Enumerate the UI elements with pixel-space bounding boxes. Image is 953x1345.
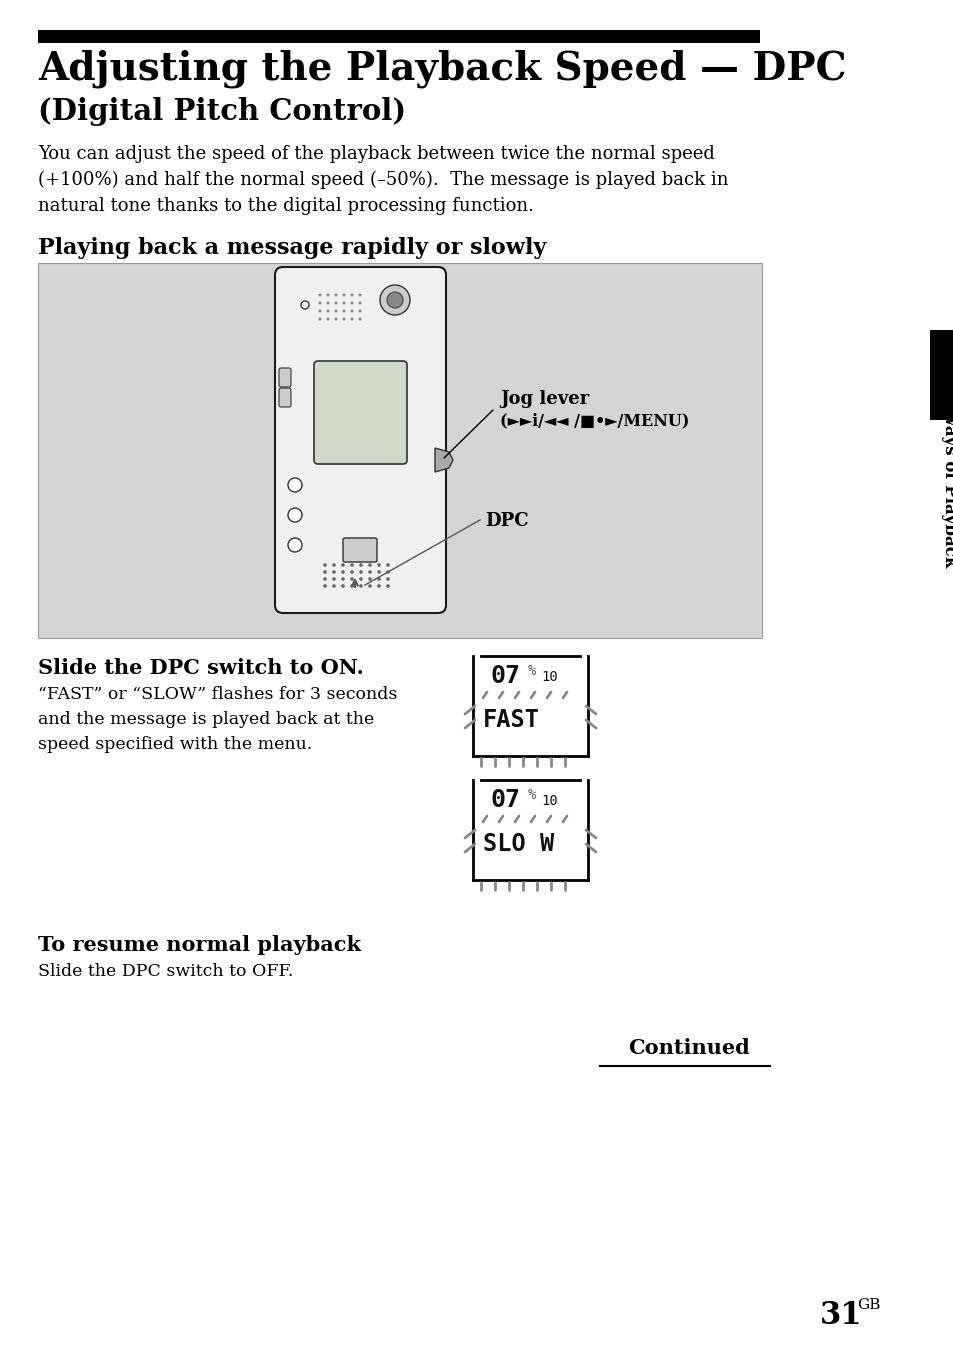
Circle shape: [332, 577, 335, 581]
Circle shape: [368, 570, 372, 574]
Text: %: %: [527, 788, 536, 802]
Text: GB: GB: [856, 1298, 880, 1311]
Circle shape: [386, 577, 390, 581]
Text: FAST: FAST: [482, 707, 539, 732]
Circle shape: [332, 570, 335, 574]
Circle shape: [350, 293, 354, 296]
Text: Slide the DPC switch to ON.: Slide the DPC switch to ON.: [38, 658, 363, 678]
FancyBboxPatch shape: [343, 538, 376, 562]
Circle shape: [350, 584, 354, 588]
Circle shape: [350, 577, 354, 581]
Text: Various Ways of Playback: Various Ways of Playback: [941, 332, 953, 568]
Circle shape: [341, 570, 344, 574]
Text: 10: 10: [540, 794, 558, 808]
Circle shape: [342, 317, 345, 320]
Circle shape: [341, 564, 344, 566]
Circle shape: [301, 301, 309, 309]
Circle shape: [288, 508, 302, 522]
Circle shape: [359, 564, 362, 566]
Circle shape: [379, 285, 410, 315]
Circle shape: [341, 584, 344, 588]
Text: Playing back a message rapidly or slowly: Playing back a message rapidly or slowly: [38, 237, 546, 260]
Circle shape: [323, 584, 327, 588]
Text: 07: 07: [491, 664, 520, 689]
Circle shape: [341, 577, 344, 581]
Circle shape: [376, 570, 380, 574]
Circle shape: [359, 570, 362, 574]
Circle shape: [350, 564, 354, 566]
FancyBboxPatch shape: [314, 360, 407, 464]
Text: 31: 31: [820, 1301, 862, 1332]
Text: You can adjust the speed of the playback between twice the normal speed
(+100%) : You can adjust the speed of the playback…: [38, 145, 728, 215]
Circle shape: [387, 292, 402, 308]
Circle shape: [335, 293, 337, 296]
Circle shape: [350, 317, 354, 320]
Circle shape: [386, 570, 390, 574]
Text: SLO W: SLO W: [482, 833, 554, 855]
Circle shape: [323, 577, 327, 581]
Circle shape: [288, 538, 302, 551]
Circle shape: [335, 301, 337, 304]
Circle shape: [332, 584, 335, 588]
Circle shape: [332, 564, 335, 566]
Text: Jog lever: Jog lever: [499, 390, 589, 408]
Circle shape: [323, 564, 327, 566]
Circle shape: [350, 309, 354, 312]
Text: 07: 07: [491, 788, 520, 812]
Circle shape: [335, 309, 337, 312]
Bar: [38, 30, 760, 43]
Text: DPC: DPC: [484, 512, 528, 530]
Text: (Digital Pitch Control): (Digital Pitch Control): [38, 97, 406, 126]
Circle shape: [342, 293, 345, 296]
FancyBboxPatch shape: [278, 387, 291, 408]
Text: “FAST” or “SLOW” flashes for 3 seconds
and the message is played back at the
spe: “FAST” or “SLOW” flashes for 3 seconds a…: [38, 686, 397, 753]
Circle shape: [376, 564, 380, 566]
Circle shape: [335, 317, 337, 320]
Circle shape: [358, 301, 361, 304]
Circle shape: [376, 577, 380, 581]
Text: 10: 10: [540, 670, 558, 685]
Circle shape: [358, 309, 361, 312]
Circle shape: [323, 570, 327, 574]
Circle shape: [358, 293, 361, 296]
Circle shape: [318, 317, 321, 320]
Circle shape: [326, 309, 329, 312]
Circle shape: [326, 293, 329, 296]
Circle shape: [368, 584, 372, 588]
Circle shape: [359, 577, 362, 581]
Circle shape: [342, 309, 345, 312]
Circle shape: [368, 564, 372, 566]
Circle shape: [350, 570, 354, 574]
Circle shape: [386, 564, 390, 566]
Circle shape: [318, 293, 321, 296]
Text: Continued: Continued: [628, 1038, 749, 1059]
Circle shape: [386, 584, 390, 588]
Circle shape: [318, 309, 321, 312]
Circle shape: [376, 584, 380, 588]
FancyBboxPatch shape: [278, 369, 291, 387]
Circle shape: [368, 577, 372, 581]
Circle shape: [350, 301, 354, 304]
Circle shape: [326, 317, 329, 320]
FancyBboxPatch shape: [274, 268, 446, 613]
Text: To resume normal playback: To resume normal playback: [38, 935, 360, 955]
Circle shape: [318, 301, 321, 304]
Circle shape: [288, 477, 302, 492]
Polygon shape: [435, 448, 453, 472]
Circle shape: [358, 317, 361, 320]
Text: Adjusting the Playback Speed — DPC: Adjusting the Playback Speed — DPC: [38, 50, 845, 89]
Text: %: %: [527, 664, 536, 678]
Circle shape: [359, 584, 362, 588]
Text: (►►i/◄◄ /■•►/MENU): (►►i/◄◄ /■•►/MENU): [499, 412, 689, 429]
Circle shape: [326, 301, 329, 304]
Bar: [38, 264, 761, 638]
Text: Slide the DPC switch to OFF.: Slide the DPC switch to OFF.: [38, 963, 294, 981]
Bar: [929, 330, 953, 420]
Circle shape: [342, 301, 345, 304]
